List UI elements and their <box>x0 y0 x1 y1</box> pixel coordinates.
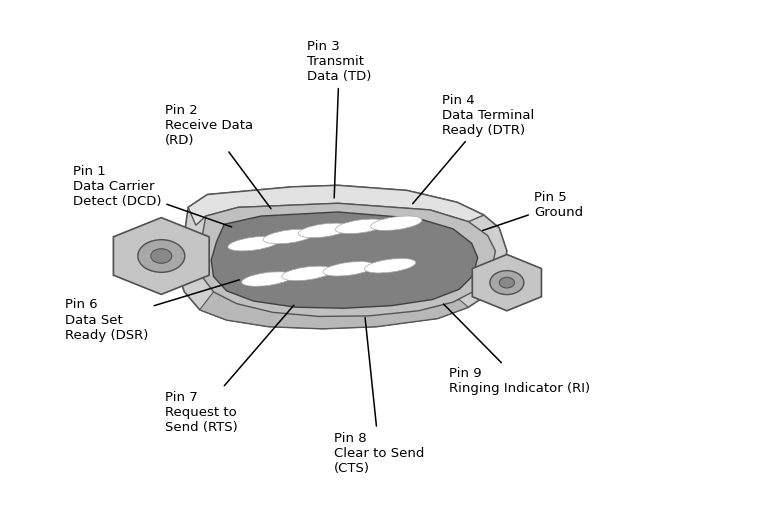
Ellipse shape <box>299 223 349 238</box>
Text: Pin 8
Clear to Send
(CTS): Pin 8 Clear to Send (CTS) <box>334 317 425 475</box>
Polygon shape <box>472 254 541 311</box>
Text: Pin 7
Request to
Send (RTS): Pin 7 Request to Send (RTS) <box>165 305 294 434</box>
Polygon shape <box>177 185 507 329</box>
Polygon shape <box>114 218 209 294</box>
Ellipse shape <box>365 259 415 273</box>
Ellipse shape <box>137 240 185 272</box>
Ellipse shape <box>151 249 172 263</box>
Ellipse shape <box>263 229 314 244</box>
Polygon shape <box>211 212 478 308</box>
Text: Pin 6
Data Set
Ready (DSR): Pin 6 Data Set Ready (DSR) <box>65 280 240 342</box>
Polygon shape <box>188 185 484 225</box>
Polygon shape <box>198 203 495 316</box>
Ellipse shape <box>371 216 422 230</box>
Ellipse shape <box>336 219 386 233</box>
Ellipse shape <box>490 271 524 294</box>
Ellipse shape <box>282 266 333 281</box>
Text: Pin 4
Data Terminal
Ready (DTR): Pin 4 Data Terminal Ready (DTR) <box>412 94 534 204</box>
Ellipse shape <box>499 278 515 288</box>
Text: Pin 1
Data Carrier
Detect (DCD): Pin 1 Data Carrier Detect (DCD) <box>73 165 232 227</box>
Ellipse shape <box>242 272 293 286</box>
Ellipse shape <box>228 237 279 251</box>
Text: Pin 2
Receive Data
(RD): Pin 2 Receive Data (RD) <box>165 104 271 209</box>
Text: Pin 5
Ground: Pin 5 Ground <box>482 191 583 230</box>
Text: Pin 9
Ringing Indicator (RI): Pin 9 Ringing Indicator (RI) <box>444 304 591 395</box>
Ellipse shape <box>323 262 374 276</box>
Polygon shape <box>200 292 468 329</box>
Text: Pin 3
Transmit
Data (TD): Pin 3 Transmit Data (TD) <box>307 40 372 198</box>
